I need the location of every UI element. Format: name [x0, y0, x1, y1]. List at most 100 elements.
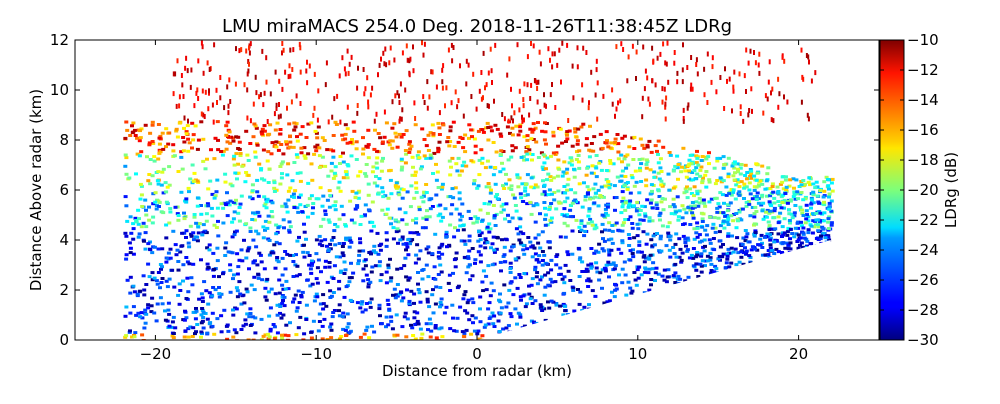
data-pixel [130, 124, 134, 128]
data-pixel [404, 152, 409, 156]
data-pixel [619, 153, 624, 157]
data-pixel [291, 260, 296, 263]
data-pixel [606, 248, 611, 252]
data-pixel [286, 162, 291, 166]
data-pixel [437, 126, 442, 130]
data-pixel [445, 140, 450, 144]
data-pixel [466, 209, 471, 213]
data-pixel [782, 206, 786, 210]
data-pixel [777, 104, 780, 110]
data-pixel [692, 204, 697, 208]
data-pixel [689, 253, 694, 257]
data-pixel [562, 160, 567, 164]
data-pixel [552, 198, 557, 202]
data-pixel [299, 101, 302, 106]
data-pixel [512, 196, 517, 200]
data-pixel [698, 240, 702, 244]
data-pixel [556, 144, 561, 148]
data-pixel [600, 213, 605, 217]
data-pixel [576, 246, 581, 250]
data-pixel [551, 130, 556, 134]
data-pixel [462, 293, 467, 297]
data-pixel [647, 219, 652, 223]
data-pixel [297, 195, 302, 199]
data-pixel [356, 103, 359, 108]
data-pixel [281, 299, 285, 302]
data-pixel [436, 214, 441, 218]
data-pixel [648, 168, 653, 172]
data-pixel [463, 290, 468, 294]
data-pixel [747, 240, 752, 244]
data-pixel [316, 125, 321, 129]
data-pixel [275, 258, 280, 262]
data-pixel [469, 332, 474, 336]
data-pixel [226, 128, 231, 132]
data-pixel [195, 235, 200, 239]
data-pixel [333, 200, 338, 204]
data-pixel [225, 120, 230, 124]
data-pixel [231, 200, 236, 204]
data-pixel [428, 156, 433, 160]
data-pixel [202, 112, 205, 118]
data-pixel [665, 95, 668, 101]
data-pixel [523, 183, 528, 186]
data-pixel [255, 178, 260, 182]
data-pixel [718, 191, 723, 195]
data-pixel [186, 335, 191, 339]
data-pixel [413, 323, 418, 326]
data-pixel [131, 252, 136, 256]
data-pixel [811, 201, 816, 205]
data-pixel [434, 178, 439, 182]
data-pixel [679, 258, 684, 262]
data-pixel [586, 214, 591, 218]
data-pixel [504, 202, 509, 206]
data-pixel [721, 166, 726, 170]
y-tick-label: 2 [59, 281, 69, 299]
data-pixel [729, 246, 734, 250]
data-pixel [650, 244, 655, 248]
data-pixel [270, 201, 275, 205]
data-pixel [682, 222, 687, 226]
data-pixel [811, 219, 816, 223]
data-pixel [311, 202, 316, 205]
data-pixel [667, 79, 670, 85]
data-pixel [523, 117, 525, 123]
data-pixel [275, 106, 278, 111]
data-pixel [260, 132, 265, 136]
data-pixel [544, 142, 548, 146]
data-pixel [581, 97, 584, 103]
data-pixel [416, 257, 421, 261]
data-pixel [397, 132, 402, 136]
data-pixel [186, 290, 191, 294]
data-pixel [356, 259, 361, 263]
data-pixel [386, 196, 391, 200]
data-pixel [688, 153, 693, 157]
data-pixel [811, 190, 816, 194]
data-pixel [378, 279, 383, 283]
data-pixel [348, 239, 353, 242]
data-pixel [503, 217, 507, 221]
data-pixel [156, 199, 161, 203]
data-pixel [399, 135, 404, 139]
data-pixel [200, 233, 205, 237]
data-pixel [396, 90, 399, 96]
data-pixel [739, 180, 744, 184]
data-pixel [525, 247, 530, 251]
data-pixel [632, 184, 637, 188]
data-pixel [361, 152, 365, 156]
data-pixel [644, 162, 649, 166]
data-pixel [483, 246, 488, 250]
data-pixel [448, 223, 453, 227]
data-pixel [703, 204, 708, 208]
data-pixel [757, 62, 760, 68]
data-pixel [529, 137, 534, 141]
data-pixel [182, 211, 186, 215]
data-pixel [416, 271, 420, 274]
data-pixel [528, 240, 533, 244]
data-pixel [168, 207, 173, 211]
data-pixel [150, 278, 155, 282]
data-pixel [687, 256, 692, 260]
data-pixel [453, 186, 458, 190]
data-pixel [176, 218, 181, 222]
